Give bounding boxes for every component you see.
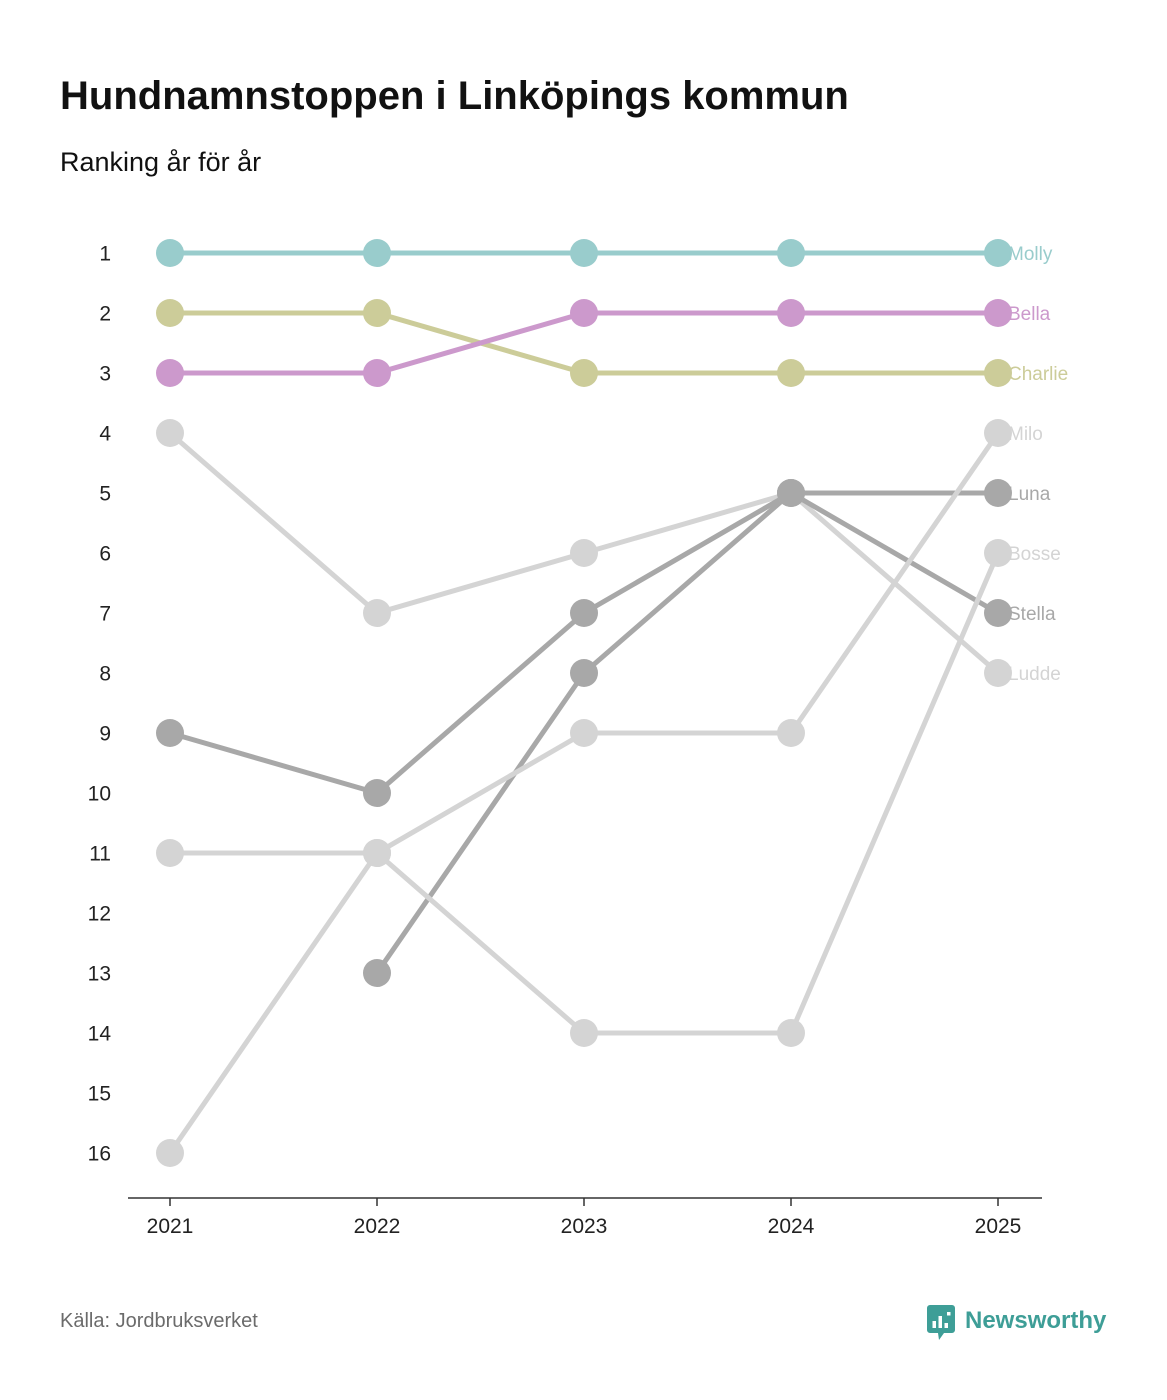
point-charlie-2021 (156, 299, 184, 327)
series-label-stella: Stella (1008, 604, 1056, 625)
y-tick-label-1: 1 (99, 243, 111, 266)
y-tick-label-5: 5 (99, 483, 111, 506)
point-ludde-2021 (156, 419, 184, 447)
series-label-milo: Milo (1008, 424, 1043, 445)
point-ludde-2025 (984, 659, 1012, 687)
point-milo-2023 (570, 719, 598, 747)
point-milo-2025 (984, 419, 1012, 447)
y-tick-label-14: 14 (88, 1023, 112, 1046)
point-charlie-2024 (777, 359, 805, 387)
series-label-ludde: Ludde (1008, 664, 1061, 685)
y-tick-label-7: 7 (99, 603, 111, 626)
y-tick-label-4: 4 (99, 423, 111, 446)
x-tick-label-2022: 2022 (354, 1215, 401, 1238)
source-note: Källa: Jordbruksverket (60, 1310, 258, 1332)
point-luna-2022 (363, 779, 391, 807)
point-bosse-2023 (570, 1019, 598, 1047)
point-bosse-2024 (777, 1019, 805, 1047)
point-milo-2022 (363, 839, 391, 867)
point-molly-2022 (363, 239, 391, 267)
y-tick-label-15: 15 (88, 1083, 111, 1106)
point-bosse-2021 (156, 839, 184, 867)
y-tick-label-13: 13 (88, 963, 111, 986)
point-charlie-2025 (984, 359, 1012, 387)
point-molly-2025 (984, 239, 1012, 267)
series-label-bella: Bella (1008, 304, 1051, 325)
point-ludde-2023 (570, 539, 598, 567)
point-luna-2023 (570, 599, 598, 627)
point-stella-2025 (984, 599, 1012, 627)
series-label-luna: Luna (1008, 484, 1051, 505)
point-luna-2024 (777, 479, 805, 507)
x-tick-label-2023: 2023 (561, 1215, 608, 1238)
point-bella-2025 (984, 299, 1012, 327)
y-tick-label-8: 8 (99, 663, 111, 686)
series-label-charlie: Charlie (1008, 364, 1068, 385)
y-tick-label-2: 2 (99, 303, 111, 326)
brand-name: Newsworthy (965, 1307, 1107, 1334)
point-bella-2023 (570, 299, 598, 327)
point-bosse-2025 (984, 539, 1012, 567)
y-tick-label-12: 12 (88, 903, 111, 926)
y-tick-label-3: 3 (99, 363, 111, 386)
series-labels: Ludde Stella Bosse Luna Milo Charlie Bella Moll… (1008, 244, 1068, 685)
x-tick-label-2025: 2025 (975, 1215, 1022, 1238)
point-bella-2022 (363, 359, 391, 387)
series-line-stella (374, 490, 1001, 976)
x-tick-label-2021: 2021 (147, 1215, 194, 1238)
point-stella-2023 (570, 659, 598, 687)
chart-title: Hundnamnstoppen i Linköpings kommun (60, 74, 849, 118)
y-tick-label-6: 6 (99, 543, 111, 566)
point-luna-2021 (156, 719, 184, 747)
point-molly-2024 (777, 239, 805, 267)
point-bella-2024 (777, 299, 805, 327)
point-charlie-2022 (363, 299, 391, 327)
point-luna-2025 (984, 479, 1012, 507)
chart-subtitle: Ranking år för år (60, 147, 261, 177)
point-molly-2023 (570, 239, 598, 267)
point-bella-2021 (156, 359, 184, 387)
point-milo-2021 (156, 1139, 184, 1167)
x-axis: 2021 2022 2023 2024 2025 (128, 1197, 1042, 1238)
y-tick-label-11: 11 (89, 843, 111, 866)
y-tick-label-9: 9 (99, 723, 111, 746)
newsworthy-logo-icon (927, 1305, 955, 1340)
point-charlie-2023 (570, 359, 598, 387)
series-points (156, 239, 1012, 1167)
y-tick-label-10: 10 (88, 783, 111, 806)
point-ludde-2022 (363, 599, 391, 627)
y-tick-label-16: 16 (88, 1143, 111, 1166)
point-molly-2021 (156, 239, 184, 267)
series-label-bosse: Bosse (1008, 544, 1061, 565)
series-label-molly: Molly (1008, 244, 1053, 265)
x-tick-label-2024: 2024 (768, 1215, 815, 1238)
point-stella-2022 (363, 959, 391, 987)
brand-logo: Newsworthy (927, 1305, 1107, 1340)
point-milo-2024 (777, 719, 805, 747)
